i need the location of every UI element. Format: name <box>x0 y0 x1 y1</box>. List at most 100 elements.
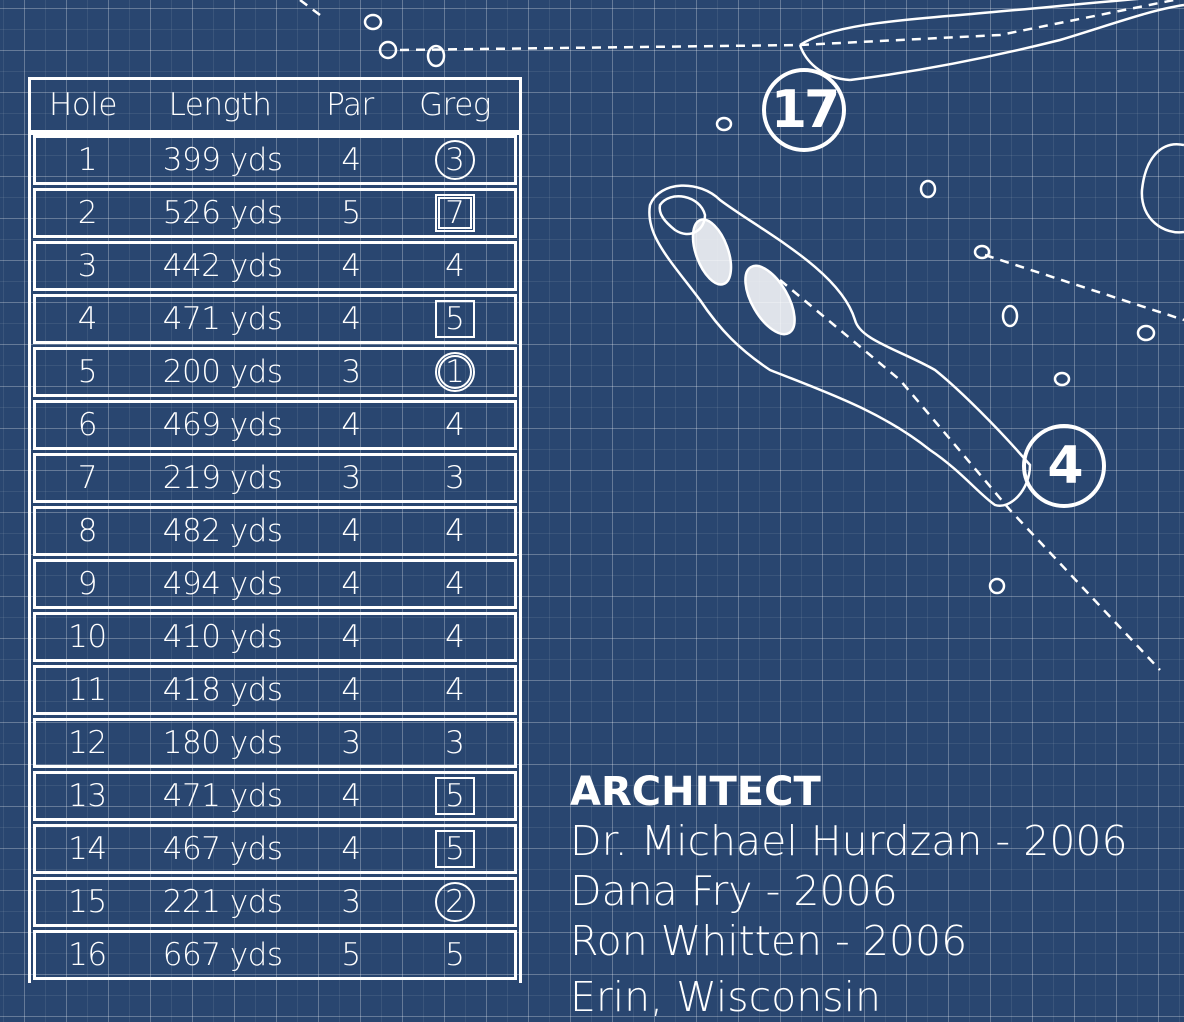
fairway-4 <box>648 184 1032 508</box>
tee-box <box>988 577 1006 595</box>
score-cell: 2 <box>395 882 514 922</box>
score-cell: 4 <box>395 619 514 655</box>
score-none: 4 <box>445 566 465 602</box>
architect-line: Dana Fry - 2006 <box>570 867 898 915</box>
tee-line-5 <box>984 253 1184 322</box>
hole-number: 16 <box>68 937 107 973</box>
hole-length: 467 yds <box>162 831 283 867</box>
hole-par: 4 <box>341 619 361 655</box>
hole-par: 4 <box>341 831 361 867</box>
score-cell: 4 <box>395 513 514 549</box>
scorecard-header: Hole Length Par Greg <box>31 80 519 135</box>
score-square: 5 <box>434 300 475 338</box>
table-row: 13 471 yds 4 5 <box>33 771 517 821</box>
score-circle: 2 <box>434 882 475 922</box>
tee-box <box>378 40 398 60</box>
tee-box <box>363 13 383 31</box>
architect-info: ARCHITECT Dr. Michael Hurdzan - 2006 Dan… <box>570 768 1128 1022</box>
table-row: 3 442 yds 4 4 <box>33 241 517 291</box>
hole-length: 442 yds <box>162 248 283 284</box>
score-none: 4 <box>445 672 465 708</box>
table-row: 7 219 yds 3 3 <box>33 453 517 503</box>
hole-par: 4 <box>341 513 361 549</box>
score-none: 4 <box>445 407 465 443</box>
tee-box <box>1001 304 1019 328</box>
score-cell: 4 <box>395 672 514 708</box>
header-length: Length <box>168 87 272 123</box>
hole-number: 2 <box>77 195 98 231</box>
hole-par: 4 <box>341 778 361 814</box>
fairway-17 <box>798 0 1184 82</box>
hole-number: 7 <box>77 460 98 496</box>
hole-length: 418 yds <box>162 672 283 708</box>
hole-length: 469 yds <box>162 407 283 443</box>
hole-number: 3 <box>77 248 98 284</box>
tee-line-small <box>299 0 321 16</box>
hole-par: 5 <box>341 195 361 231</box>
hole-number: 14 <box>68 831 107 867</box>
table-row: 10 410 yds 4 4 <box>33 612 517 662</box>
table-row: 12 180 yds 3 3 <box>33 718 517 768</box>
hole-par: 4 <box>341 407 361 443</box>
tee-box <box>715 116 733 132</box>
score-circle: 3 <box>434 140 475 180</box>
architect-line: Ron Whitten - 2006 <box>570 917 968 965</box>
header-greg: Greg <box>419 87 491 123</box>
course-map <box>299 0 1184 671</box>
score-square: 5 <box>434 830 475 868</box>
hole-number: 8 <box>77 513 98 549</box>
hole-number: 6 <box>77 407 98 443</box>
hole-length: 667 yds <box>162 937 283 973</box>
score-double-circle: 1 <box>434 352 475 392</box>
tee-line-4 <box>779 279 1161 671</box>
table-row: 5 200 yds 3 1 <box>33 347 517 397</box>
tee-box <box>973 244 991 260</box>
hole-length: 219 yds <box>162 460 283 496</box>
hole-par: 4 <box>341 142 361 178</box>
score-none: 4 <box>445 248 465 284</box>
table-row: 1 399 yds 4 3 <box>33 135 517 185</box>
tee-line-17 <box>399 0 1181 52</box>
score-cell: 5 <box>395 830 514 868</box>
table-row: 6 469 yds 4 4 <box>33 400 517 450</box>
bunker <box>744 264 796 336</box>
score-none: 4 <box>445 619 465 655</box>
hole-par: 5 <box>341 937 361 973</box>
score-cell: 4 <box>395 248 514 284</box>
hole-length: 494 yds <box>162 566 283 602</box>
scorecard-table: Hole Length Par Greg 1 399 yds 4 3 2 526 yds 5… <box>28 77 522 983</box>
hole-number: 5 <box>77 354 98 390</box>
table-row: 15 221 yds 3 2 <box>33 877 517 927</box>
score-cell: 3 <box>395 725 514 761</box>
architect-heading: ARCHITECT <box>570 769 821 815</box>
hole-number: 10 <box>68 619 107 655</box>
hole-length: 180 yds <box>162 725 283 761</box>
score-cell: 1 <box>395 352 514 392</box>
score-cell: 5 <box>395 937 514 973</box>
hole-par: 3 <box>341 884 361 920</box>
hole-length: 471 yds <box>162 301 283 337</box>
score-double-square: 7 <box>434 194 475 232</box>
score-cell: 5 <box>395 777 514 815</box>
table-row: 4 471 yds 4 5 <box>33 294 517 344</box>
table-row: 14 467 yds 4 5 <box>33 824 517 874</box>
score-none: 5 <box>445 937 465 973</box>
table-row: 11 418 yds 4 4 <box>33 665 517 715</box>
score-square: 5 <box>434 777 475 815</box>
score-cell: 5 <box>395 300 514 338</box>
hole-number: 11 <box>68 672 107 708</box>
hole-par: 3 <box>341 725 361 761</box>
table-row: 16 667 yds 5 5 <box>33 930 517 980</box>
score-cell: 3 <box>395 460 514 496</box>
table-row: 9 494 yds 4 4 <box>33 559 517 609</box>
hole-par: 4 <box>341 301 361 337</box>
hole-4-badge: 4 <box>1022 424 1106 508</box>
hole-17-badge: 17 <box>762 68 846 152</box>
hole-length: 410 yds <box>162 619 283 655</box>
header-hole: Hole <box>49 87 117 123</box>
hole-number: 12 <box>68 725 107 761</box>
hole-length: 471 yds <box>162 778 283 814</box>
score-cell: 3 <box>395 140 514 180</box>
hole-number: 15 <box>68 884 107 920</box>
bunker <box>691 218 733 286</box>
